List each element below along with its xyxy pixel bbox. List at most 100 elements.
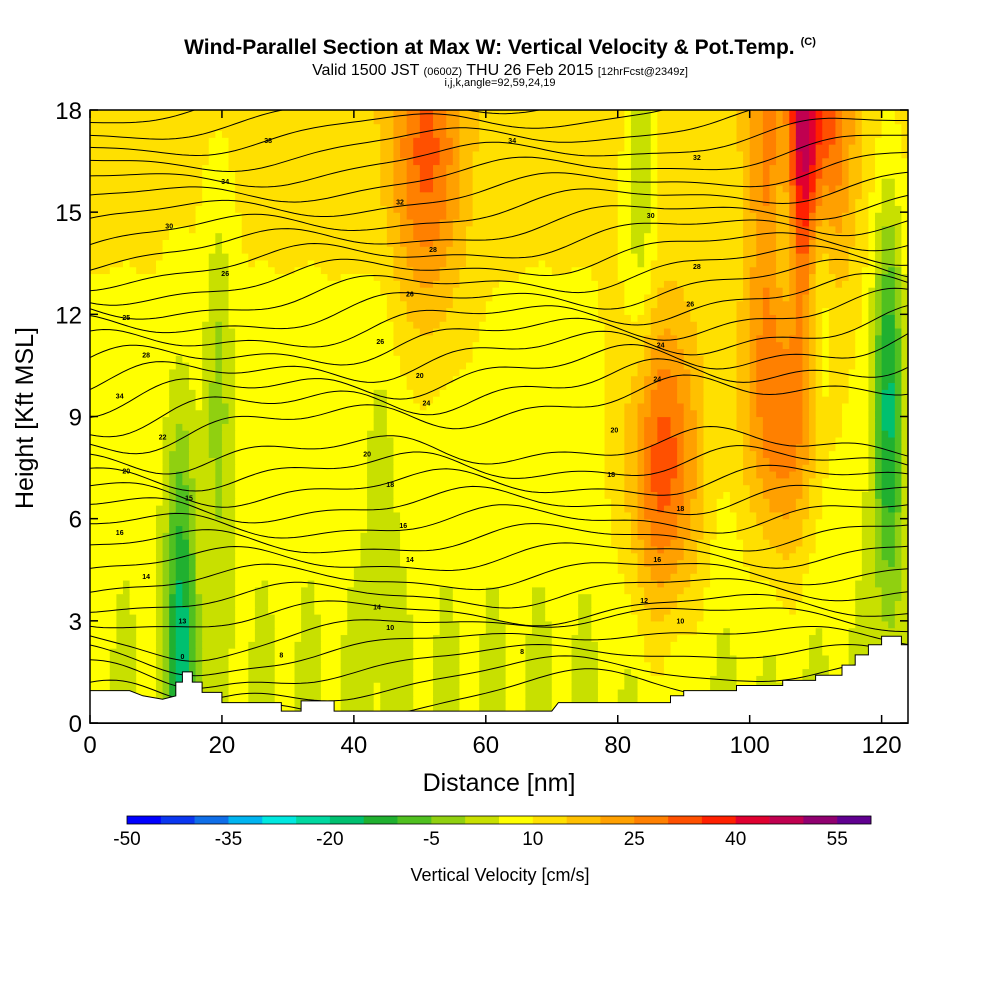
velocity-cell [202, 334, 216, 343]
velocity-cell [749, 157, 764, 166]
velocity-cell [90, 389, 170, 397]
velocity-cell [868, 477, 876, 486]
velocity-cell [637, 579, 658, 588]
isentrope-label: 16 [399, 523, 407, 530]
velocity-cell [175, 470, 183, 479]
velocity-cell [195, 218, 243, 227]
velocity-cell [743, 436, 751, 445]
colorbar-tick-label: 55 [827, 829, 848, 850]
velocity-cell [169, 545, 177, 554]
velocity-cell [776, 110, 784, 118]
velocity-cell [637, 491, 645, 499]
velocity-cell [875, 239, 883, 247]
velocity-cell [630, 518, 639, 527]
velocity-cell [644, 648, 672, 656]
velocity-cell [169, 532, 177, 540]
velocity-cell [624, 470, 639, 479]
velocity-cell [617, 253, 639, 261]
velocity-cell [228, 661, 249, 670]
velocity-cell [433, 702, 461, 710]
velocity-cell [215, 505, 223, 513]
velocity-cell [736, 368, 751, 377]
velocity-cell [875, 396, 883, 404]
velocity-cell [169, 511, 190, 520]
velocity-cell [650, 464, 678, 472]
velocity-cell [393, 443, 606, 452]
velocity-cell [208, 430, 223, 438]
velocity-cell [202, 382, 210, 390]
velocity-cell [776, 123, 790, 132]
velocity-cell [815, 144, 830, 152]
velocity-cell [162, 477, 170, 486]
velocity-cell [809, 436, 817, 445]
velocity-cell [155, 545, 164, 554]
velocity-cell [551, 654, 573, 663]
velocity-cell [644, 253, 658, 261]
velocity-cell [162, 593, 170, 601]
velocity-cell [789, 218, 797, 227]
velocity-cell [756, 232, 777, 241]
velocity-cell [657, 110, 738, 118]
velocity-cell [901, 525, 908, 533]
velocity-cell [367, 430, 388, 438]
velocity-cell [136, 675, 157, 683]
velocity-cell [202, 164, 230, 172]
velocity-cell [881, 436, 896, 445]
velocity-cell [901, 205, 908, 213]
velocity-cell [749, 287, 764, 295]
velocity-cell [815, 225, 837, 234]
velocity-cell [677, 450, 685, 458]
velocity-cell [202, 341, 216, 349]
velocity-cell [696, 416, 705, 424]
velocity-cell [716, 661, 738, 670]
y-axis-label: Height [Kft MSL] [11, 327, 39, 509]
velocity-cell [822, 484, 870, 493]
velocity-cell [505, 627, 533, 636]
velocity-cell [749, 566, 810, 574]
velocity-cell [795, 287, 810, 295]
velocity-cell [776, 116, 784, 125]
velocity-cell [235, 586, 256, 595]
velocity-cell [611, 539, 632, 547]
velocity-cell [644, 484, 652, 493]
velocity-cell [472, 150, 619, 159]
velocity-cell [228, 287, 381, 295]
velocity-cell [749, 423, 764, 431]
velocity-cell [367, 511, 401, 520]
velocity-cell [235, 525, 368, 533]
velocity-cell [109, 668, 137, 676]
velocity-cell [789, 246, 797, 254]
velocity-cell [221, 423, 236, 431]
velocity-cell [802, 164, 810, 172]
velocity-cell [637, 525, 652, 533]
velocity-cell [875, 532, 883, 540]
velocity-cell [822, 321, 830, 329]
velocity-cell [459, 164, 474, 172]
velocity-cell [162, 579, 170, 588]
velocity-cell [129, 607, 157, 615]
velocity-cell [175, 436, 190, 445]
velocity-cell [690, 532, 705, 540]
velocity-cell [703, 511, 718, 520]
isentrope-label: 30 [165, 223, 173, 230]
velocity-cell [413, 675, 434, 683]
velocity-cell [380, 695, 414, 704]
velocity-cell [782, 116, 790, 125]
velocity-cell [406, 171, 421, 179]
velocity-cell [215, 498, 223, 506]
velocity-cell [268, 607, 302, 615]
velocity-cell [301, 586, 315, 595]
velocity-cell [413, 321, 441, 329]
velocity-cell [162, 668, 170, 676]
velocity-cell [162, 464, 170, 472]
velocity-cell [802, 525, 817, 533]
velocity-cell [400, 144, 414, 152]
velocity-cell [815, 259, 830, 268]
velocity-cell [90, 232, 170, 241]
velocity-cell [789, 110, 797, 118]
velocity-cell [195, 552, 236, 561]
velocity-cell [195, 654, 203, 663]
velocity-cell [571, 654, 599, 663]
velocity-cell [367, 464, 395, 472]
velocity-cell [637, 511, 645, 520]
